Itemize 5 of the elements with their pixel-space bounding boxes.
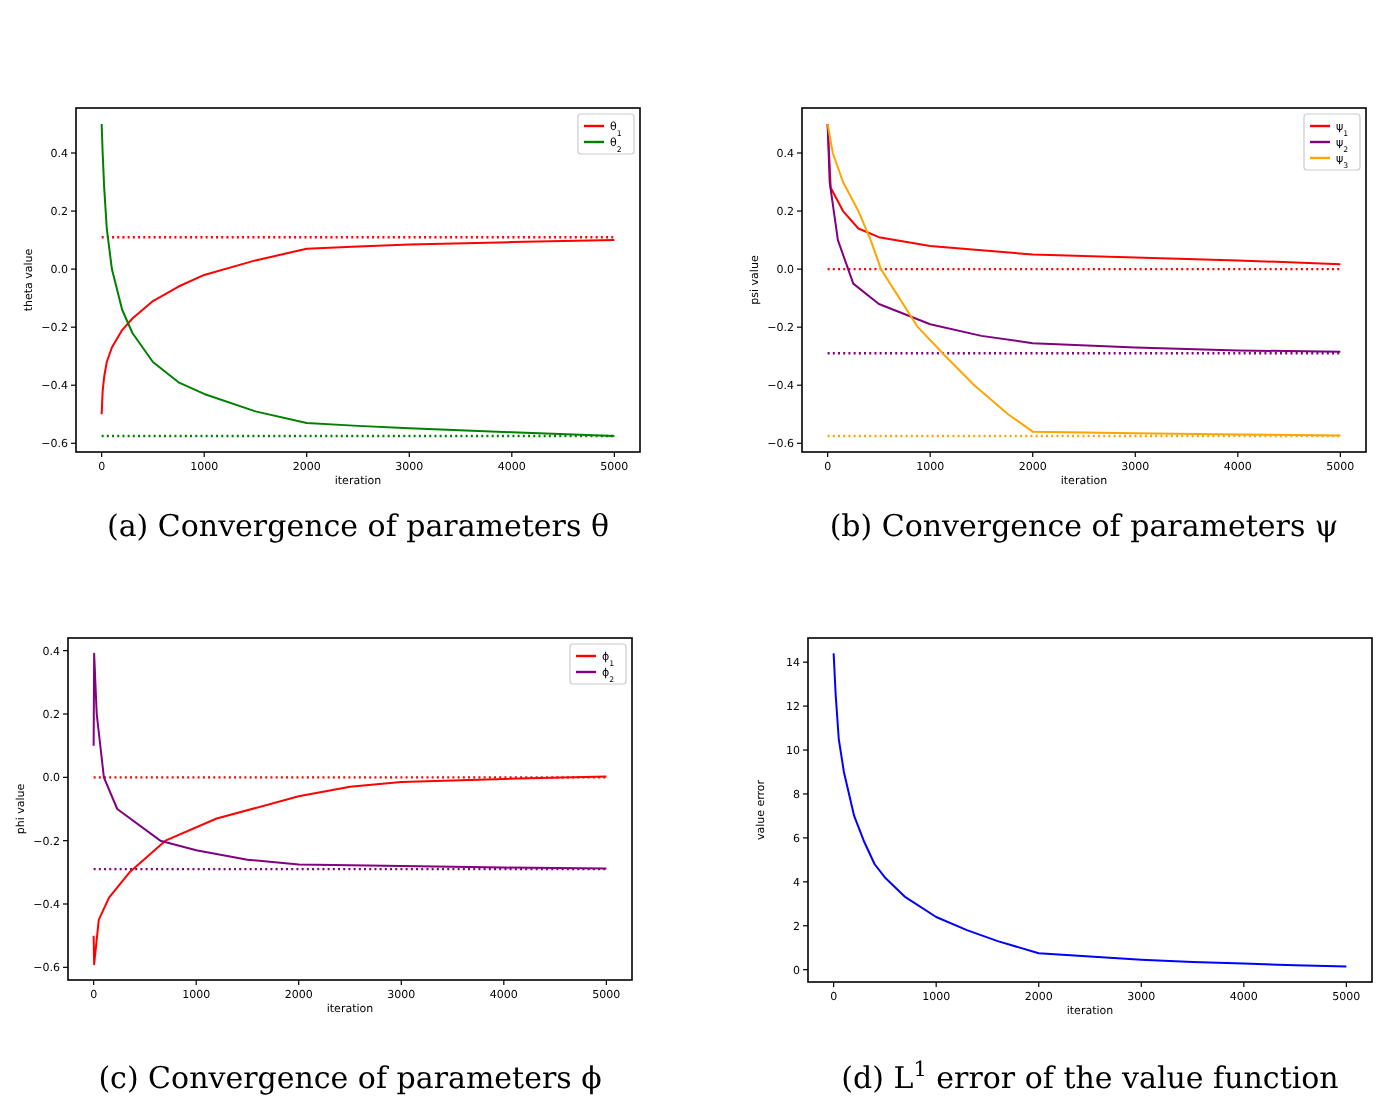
- line-series: [832, 652, 1348, 968]
- text: (b) Convergence of parameters ψ: [829, 508, 1339, 544]
- text: (d) L$^{1}$ error of the value function: [841, 1058, 1340, 1096]
- text: (c) Convergence of parameters ϕ: [98, 1060, 602, 1096]
- text: (a) Convergence of parameters θ: [107, 508, 609, 544]
